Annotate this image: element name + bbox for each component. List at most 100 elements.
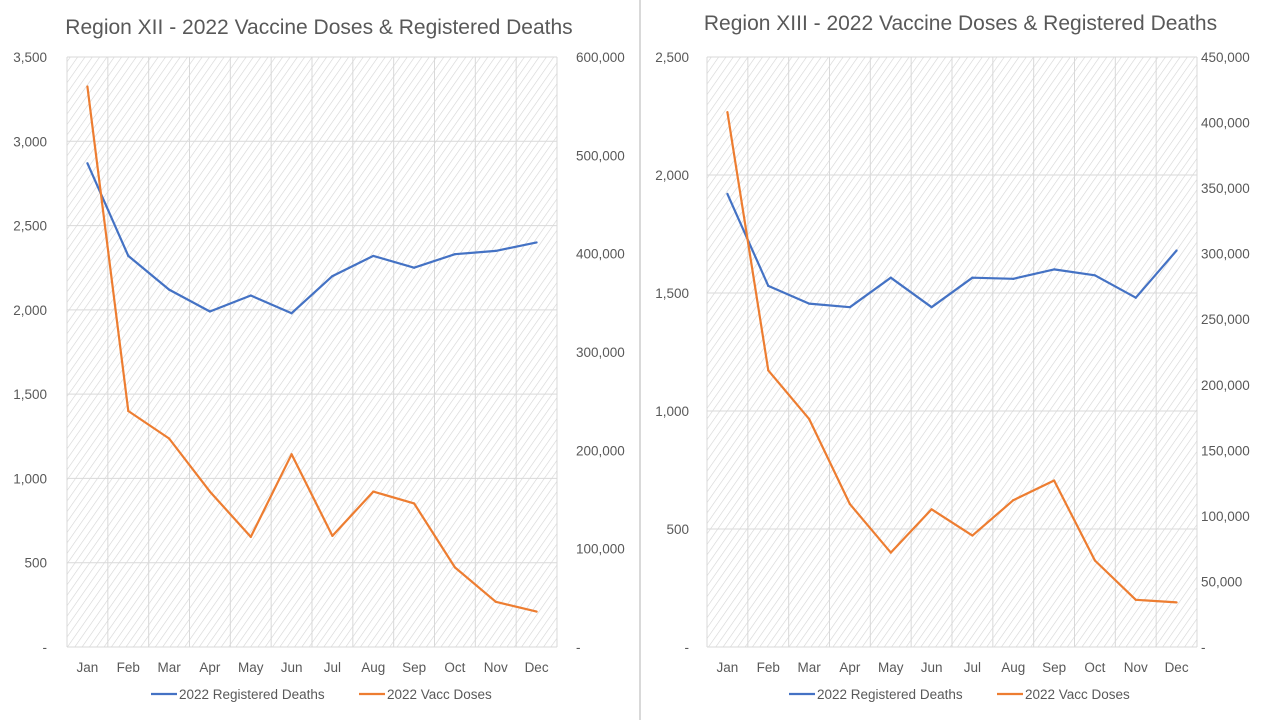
y-tick-label-left: 2,000 (655, 168, 689, 183)
legend-label: 2022 Registered Deaths (817, 687, 963, 702)
y-tick-label-left: 1,500 (655, 286, 689, 301)
data-point-2022-vacc-doses (249, 535, 252, 538)
y-tick-label-right: - (576, 640, 581, 655)
y-tick-label-left: - (43, 640, 48, 655)
data-point-2022-registered-deaths (889, 276, 892, 279)
x-tick-label: Oct (444, 660, 465, 675)
data-point-2022-registered-deaths (167, 288, 171, 291)
data-point-2022-registered-deaths (535, 241, 538, 244)
data-point-2022-vacc-doses (86, 85, 89, 88)
x-tick-label: Dec (1165, 660, 1189, 675)
data-point-2022-registered-deaths (127, 254, 130, 258)
data-point-2022-registered-deaths (249, 294, 252, 297)
y-tick-label-left: 3,000 (13, 134, 47, 149)
y-tick-label-right: 200,000 (576, 443, 625, 458)
x-tick-label: Nov (1124, 660, 1148, 675)
legend-label: 2022 Vacc Doses (387, 687, 492, 702)
y-tick-label-left: 1,000 (655, 404, 689, 419)
x-tick-label: Feb (117, 660, 140, 675)
data-point-2022-registered-deaths (807, 302, 811, 305)
data-point-2022-registered-deaths (1093, 274, 1097, 277)
data-point-2022-registered-deaths (86, 162, 89, 165)
data-point-2022-registered-deaths (1012, 277, 1015, 280)
y-tick-label-right: 250,000 (1201, 312, 1250, 327)
y-tick-label-right: 100,000 (1201, 509, 1250, 524)
x-tick-label: Nov (484, 660, 508, 675)
x-tick-label: Feb (757, 660, 780, 675)
x-tick-label: Apr (199, 660, 221, 675)
data-point-2022-vacc-doses (1012, 499, 1015, 502)
x-tick-label: Dec (525, 660, 549, 675)
x-tick-label: Apr (839, 660, 861, 675)
data-point-2022-vacc-doses (930, 508, 933, 511)
y-tick-label-right: 400,000 (576, 247, 625, 262)
y-tick-label-left: 3,500 (13, 50, 47, 65)
x-tick-label: Mar (797, 660, 821, 675)
x-tick-label: May (238, 660, 264, 675)
data-point-2022-registered-deaths (412, 266, 416, 269)
chart-region-xiii: Region XIII - 2022 Vaccine Doses & Regis… (655, 12, 1250, 702)
x-tick-label: Jan (717, 660, 739, 675)
y-tick-label-right: 150,000 (1201, 443, 1250, 458)
y-tick-label-left: 2,000 (13, 303, 47, 318)
y-tick-label-left: 500 (24, 556, 47, 571)
x-tick-label: Sep (1042, 660, 1066, 675)
data-point-2022-registered-deaths (726, 192, 729, 195)
series-line-2022-registered-deaths (86, 162, 537, 315)
data-point-2022-registered-deaths (208, 310, 212, 313)
data-point-2022-vacc-doses (127, 409, 130, 413)
data-point-2022-registered-deaths (290, 312, 293, 315)
chart-title: Region XIII - 2022 Vaccine Doses & Regis… (704, 12, 1217, 35)
data-point-2022-vacc-doses (290, 453, 293, 456)
y-tick-label-right: 50,000 (1201, 574, 1242, 589)
data-point-2022-vacc-doses (535, 610, 538, 613)
data-point-2022-registered-deaths (453, 253, 457, 256)
y-tick-label-right: 600,000 (576, 50, 625, 65)
x-tick-label: Jun (281, 660, 303, 675)
data-point-2022-vacc-doses (372, 490, 375, 493)
data-point-2022-registered-deaths (1052, 268, 1056, 271)
data-point-2022-registered-deaths (848, 306, 852, 309)
y-tick-label-right: 100,000 (576, 542, 625, 557)
y-tick-label-right: 450,000 (1201, 50, 1250, 65)
data-point-2022-vacc-doses (167, 437, 171, 440)
data-point-2022-vacc-doses (767, 369, 770, 372)
legend-label: 2022 Vacc Doses (1025, 687, 1130, 702)
legend-label: 2022 Registered Deaths (179, 687, 325, 702)
y-tick-label-right: 200,000 (1201, 378, 1250, 393)
x-tick-label: Mar (157, 660, 181, 675)
data-point-2022-vacc-doses (1093, 559, 1097, 562)
data-point-2022-vacc-doses (1175, 601, 1178, 604)
y-tick-label-left: 2,500 (655, 50, 689, 65)
data-point-2022-vacc-doses (412, 502, 416, 505)
data-point-2022-registered-deaths (930, 306, 933, 309)
data-point-2022-registered-deaths (1175, 249, 1178, 252)
data-point-2022-vacc-doses (726, 110, 729, 114)
data-point-2022-vacc-doses (208, 490, 212, 493)
panel-divider (639, 0, 641, 720)
data-point-2022-vacc-doses (1052, 479, 1056, 482)
y-tick-label-right: 350,000 (1201, 181, 1250, 196)
data-point-2022-vacc-doses (807, 417, 811, 420)
data-point-2022-registered-deaths (372, 254, 375, 258)
x-tick-label: Aug (1001, 660, 1025, 675)
data-point-2022-vacc-doses (971, 534, 974, 537)
y-tick-label-left: 1,000 (13, 471, 47, 486)
chart-title: Region XII - 2022 Vaccine Doses & Regist… (65, 16, 572, 39)
x-tick-label: Oct (1084, 660, 1105, 675)
y-tick-label-left: 1,500 (13, 387, 47, 402)
data-point-2022-registered-deaths (494, 249, 497, 252)
y-tick-label-right: 300,000 (576, 345, 625, 360)
data-point-2022-registered-deaths (1134, 296, 1137, 299)
x-tick-label: Sep (402, 660, 426, 675)
series-line-2022-registered-deaths (726, 193, 1178, 309)
series-line-2022-vacc-doses (86, 86, 537, 613)
x-tick-label: Aug (361, 660, 385, 675)
x-tick-label: May (878, 660, 904, 675)
x-tick-label: Jul (964, 660, 981, 675)
x-tick-label: Jul (324, 660, 341, 675)
data-point-2022-registered-deaths (767, 284, 770, 288)
data-point-2022-vacc-doses (494, 600, 497, 603)
data-point-2022-registered-deaths (971, 276, 974, 279)
y-tick-label-right: 300,000 (1201, 247, 1250, 262)
